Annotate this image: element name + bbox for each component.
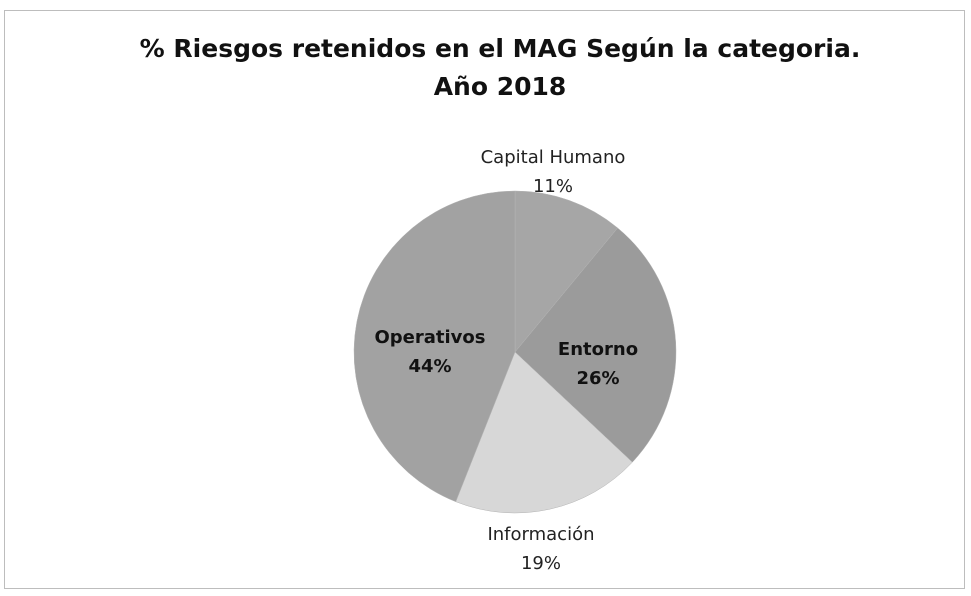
slice-value-label: 44% (408, 356, 451, 377)
slice-label: Capital Humano (481, 147, 626, 168)
chart-frame (4, 10, 965, 589)
slice-value-label: 11% (533, 176, 573, 197)
slice-value-label: 26% (576, 368, 619, 389)
pie-slice (514, 227, 677, 463)
pie-slice (514, 190, 618, 353)
pie-slice (353, 190, 516, 503)
slice-label: Entorno (558, 339, 638, 360)
slice-label: Operativos (374, 327, 485, 348)
slice-label: Información (487, 524, 594, 545)
slice-value-label: 19% (521, 553, 561, 574)
pie-slice (455, 351, 633, 514)
chart-title: % Riesgos retenidos en el MAG Según la c… (139, 34, 861, 101)
